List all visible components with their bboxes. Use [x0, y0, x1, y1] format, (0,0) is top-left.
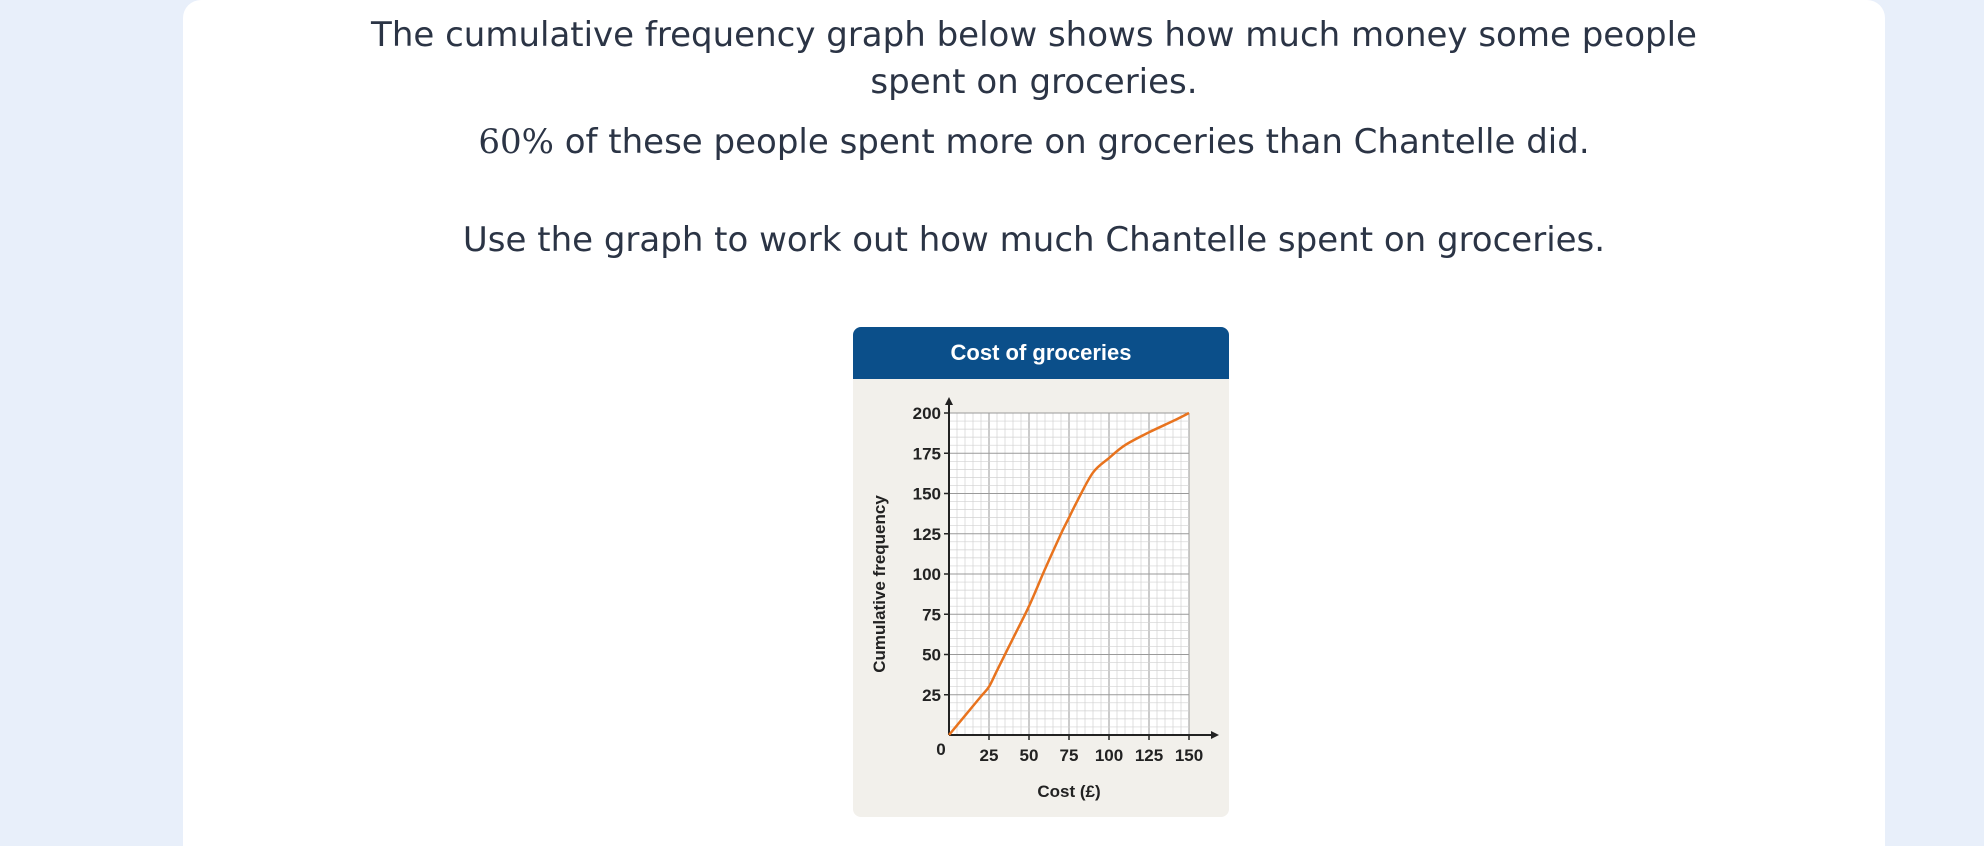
- chart-title: Cost of groceries: [853, 327, 1229, 379]
- question-line-4: Use the graph to work out how much Chant…: [462, 220, 1606, 260]
- y-tick-label: 125: [913, 525, 941, 544]
- question-line-3-text: of these people spent more on groceries …: [553, 122, 1590, 162]
- x-tick-label: 100: [1095, 746, 1123, 765]
- y-tick-label: 25: [922, 686, 941, 705]
- question-card: The cumulative frequency graph below sho…: [183, 0, 1885, 846]
- question-line-2: spent on groceries.: [870, 62, 1198, 102]
- x-tick-label: 50: [1020, 746, 1039, 765]
- y-tick-label: 100: [913, 565, 941, 584]
- x-axis-label: Cost (£): [1037, 782, 1100, 801]
- x-axis-arrow-icon: [1211, 731, 1219, 739]
- y-tick-label: 75: [922, 605, 941, 624]
- question-line-3: 60% of these people spent more on grocer…: [183, 120, 1885, 164]
- x-tick-label: 25: [980, 746, 999, 765]
- chart-svg: 0 25 50 75 100 125 150 25 50 75 100 125 150 175 200 Cos…: [870, 397, 1219, 801]
- y-tick-label: 175: [913, 444, 941, 463]
- percent-value: 60%: [478, 122, 554, 162]
- x-tick-label: 150: [1175, 746, 1203, 765]
- chart-panel: Cost of groceries 0 25 50 75 100 125 150 25 50 75…: [853, 327, 1229, 817]
- question-line-1: The cumulative frequency graph below sho…: [371, 15, 1697, 55]
- cumulative-frequency-curve: [948, 411, 1190, 736]
- x-tick-label: 75: [1060, 746, 1079, 765]
- y-axis-label: Cumulative frequency: [870, 495, 889, 673]
- x-tick-label: 125: [1135, 746, 1163, 765]
- x-tick-label: 0: [936, 740, 945, 759]
- y-axis-arrow-icon: [945, 397, 953, 405]
- y-tick-label: 200: [913, 404, 941, 423]
- y-tick-label: 50: [922, 646, 941, 665]
- y-tick-label: 150: [913, 485, 941, 504]
